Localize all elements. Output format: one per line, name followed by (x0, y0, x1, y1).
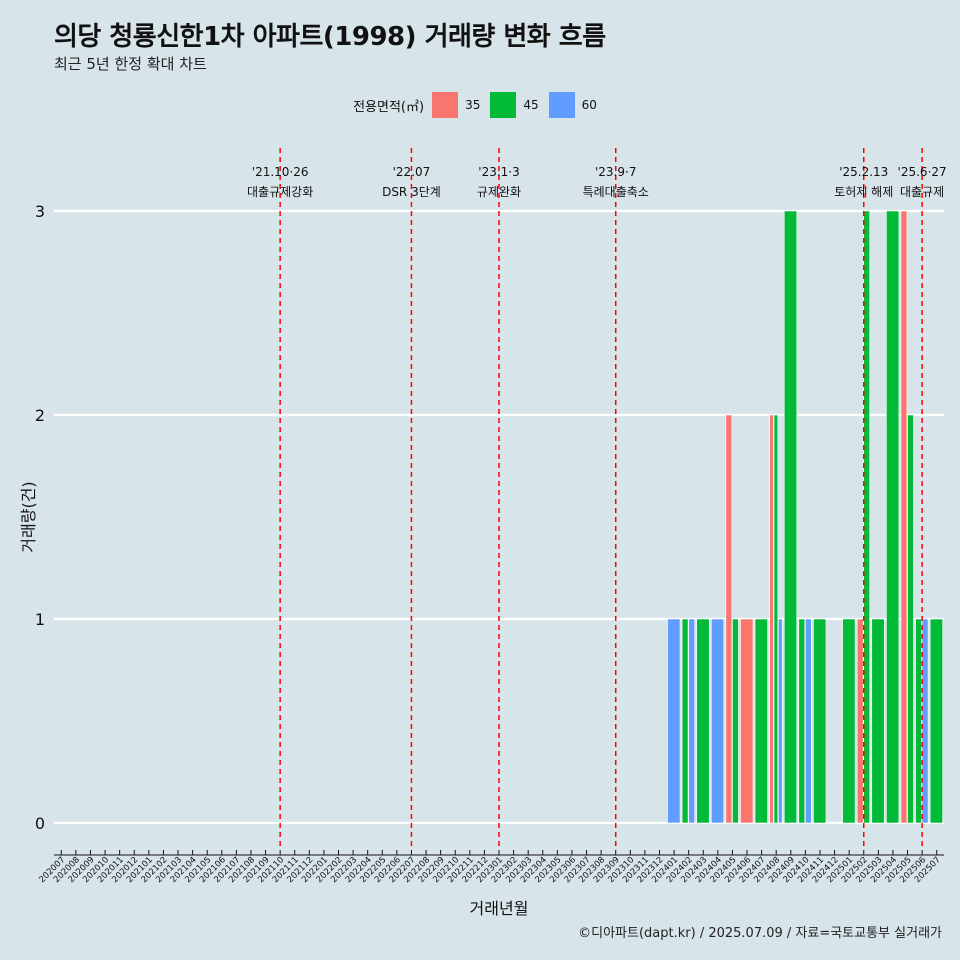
event-label: DSR 3단계 (382, 185, 441, 199)
event-label: 토허제 해제 (834, 185, 893, 199)
bar-45-202507 (929, 618, 943, 824)
legend-label-60: 60 (581, 98, 597, 112)
bar-35-202505 (900, 210, 908, 824)
event-date: '25.6·27 (898, 165, 947, 179)
x-axis-title: 거래년월 (470, 899, 529, 918)
event-label: 대출규제강화 (247, 185, 313, 199)
event-label: 규제완화 (477, 185, 521, 199)
y-axis-title: 거래량(건) (19, 481, 38, 552)
legend-label-35: 35 (465, 98, 481, 112)
bar-35-202408 (769, 414, 774, 824)
bar-45-202503 (871, 618, 885, 824)
bar-45-202501 (842, 618, 856, 824)
event-date: '25.2.13 (839, 165, 888, 179)
bar-45-202410 (798, 618, 806, 824)
chart-subtitle: 최근 5년 한정 확대 차트 (54, 55, 207, 73)
bar-45-202403 (696, 618, 710, 824)
event-date: '22.07 (393, 165, 431, 179)
legend-swatch-45 (490, 92, 517, 118)
bar-60-202401 (667, 618, 681, 824)
legend-label-45: 45 (523, 98, 539, 112)
chart-title: 의당 청룡신한1차 아파트(1998) 거래량 변화 흐름 (54, 22, 606, 52)
bar-45-202409 (783, 210, 798, 824)
event-label: 특례대출축소 (583, 185, 649, 199)
legend-item-60: 60 (548, 92, 597, 118)
bar-45-202402 (681, 618, 689, 824)
bar-45-202506 (915, 618, 922, 824)
bar-60-202408 (778, 618, 783, 824)
bar-45-202408 (773, 414, 779, 824)
y-tick-label: 0 (35, 814, 45, 833)
bar-45-202407 (754, 618, 768, 824)
bar-35-202502 (856, 618, 864, 824)
legend-swatch-35 (432, 92, 459, 118)
bar-45-202411 (813, 618, 827, 824)
legend-swatch-60 (548, 92, 575, 118)
event-date: '21.10·26 (252, 165, 309, 179)
event-label: 대출규제 (900, 185, 944, 199)
bar-45-202504 (886, 210, 900, 824)
bar-60-202402 (688, 618, 695, 824)
event-date: '23.9·7 (595, 165, 636, 179)
bar-35-202406 (740, 618, 754, 824)
event-date: '23.1·3 (478, 165, 519, 179)
y-tick-label: 1 (35, 610, 45, 629)
bar-45-202505 (907, 414, 914, 824)
bar-45-202502 (863, 210, 871, 824)
y-tick-label: 2 (35, 406, 45, 425)
bar-60-202506 (921, 618, 929, 824)
bar-60-202410 (805, 618, 812, 824)
legend-item-35: 35 (432, 92, 480, 118)
legend-title: 전용면적(㎡) (353, 99, 425, 115)
legend-item-45: 45 (490, 92, 539, 118)
chart-caption: ©디아파트(dapt.kr) / 2025.07.09 / 자료=국토교통부 실… (578, 926, 942, 941)
y-tick-label: 3 (35, 202, 45, 221)
bar-60-202404 (710, 618, 725, 824)
legend: 전용면적(㎡) 35 45 60 (0, 92, 960, 118)
bar-35-202405 (725, 414, 733, 824)
bar-45-202405 (732, 618, 739, 824)
